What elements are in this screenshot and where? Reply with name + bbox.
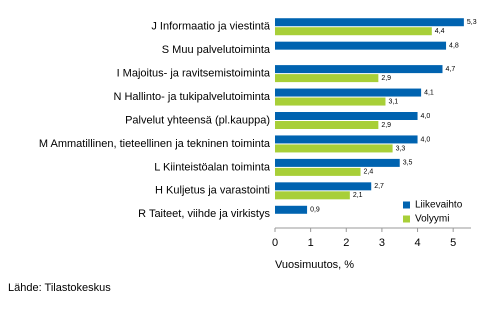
value-label: 3,3 xyxy=(396,145,406,152)
bar xyxy=(275,65,443,74)
value-label: 4,0 xyxy=(421,113,431,120)
value-label: 4,4 xyxy=(435,28,445,35)
value-label: 4,7 xyxy=(445,66,455,73)
y-tick-label: I Majoitus- ja ravitsemistoiminta xyxy=(117,68,271,80)
legend-swatch xyxy=(403,201,410,209)
bar xyxy=(275,205,308,214)
bar xyxy=(275,74,379,83)
value-label: 2,1 xyxy=(353,192,363,199)
y-tick-label: R Taiteet, viihde ja virkistys xyxy=(138,208,270,220)
value-label: 2,4 xyxy=(364,169,374,176)
y-tick-label: N Hallinto- ja tukipalvelutoiminta xyxy=(113,91,270,103)
x-axis-label: Vuosimuutos, % xyxy=(275,259,354,271)
value-label: 4,0 xyxy=(421,136,431,143)
bar xyxy=(275,158,400,167)
bar xyxy=(275,97,386,106)
bar xyxy=(275,167,361,176)
value-label: 3,5 xyxy=(403,160,413,167)
legend-label: Liikevaihto xyxy=(415,200,463,211)
bar xyxy=(275,88,422,97)
x-tick-label: 3 xyxy=(379,237,385,249)
bar xyxy=(275,182,372,191)
bar xyxy=(275,41,447,50)
y-tick-label: Palvelut yhteensä (pl.kauppa) xyxy=(125,114,270,126)
x-tick-label: 4 xyxy=(414,237,420,249)
y-tick-label: L Kiinteistöalan toiminta xyxy=(154,161,271,173)
value-label: 2,9 xyxy=(381,75,391,82)
legend-label: Volyymi xyxy=(415,214,449,225)
y-tick-label: S Muu palvelutoiminta xyxy=(162,44,271,56)
y-tick-label: M Ammatillinen, tieteellinen ja tekninen… xyxy=(39,138,271,150)
x-tick-label: 2 xyxy=(343,237,349,249)
bar xyxy=(275,27,432,36)
value-label: 2,7 xyxy=(374,183,384,190)
bar xyxy=(275,144,393,153)
value-label: 4,8 xyxy=(449,43,459,50)
bar xyxy=(275,18,464,27)
value-label: 3,1 xyxy=(388,98,398,105)
x-tick-label: 1 xyxy=(308,237,314,249)
x-tick-label: 5 xyxy=(450,237,456,249)
bar xyxy=(275,191,350,200)
y-tick-label: H Kuljetus ja varastointi xyxy=(155,185,270,197)
value-label: 2,9 xyxy=(381,122,391,129)
bar xyxy=(275,112,418,120)
source: Lähde: Tilastokeskus xyxy=(8,282,111,294)
value-label: 4,1 xyxy=(424,89,434,96)
y-tick-label: J Informaatio ja viestintä xyxy=(151,21,270,33)
bar xyxy=(275,121,379,129)
bar xyxy=(275,135,418,144)
value-label: 5,3 xyxy=(467,19,477,26)
value-label: 0,9 xyxy=(310,207,320,214)
legend-swatch xyxy=(403,215,410,223)
x-tick-label: 0 xyxy=(272,237,278,249)
